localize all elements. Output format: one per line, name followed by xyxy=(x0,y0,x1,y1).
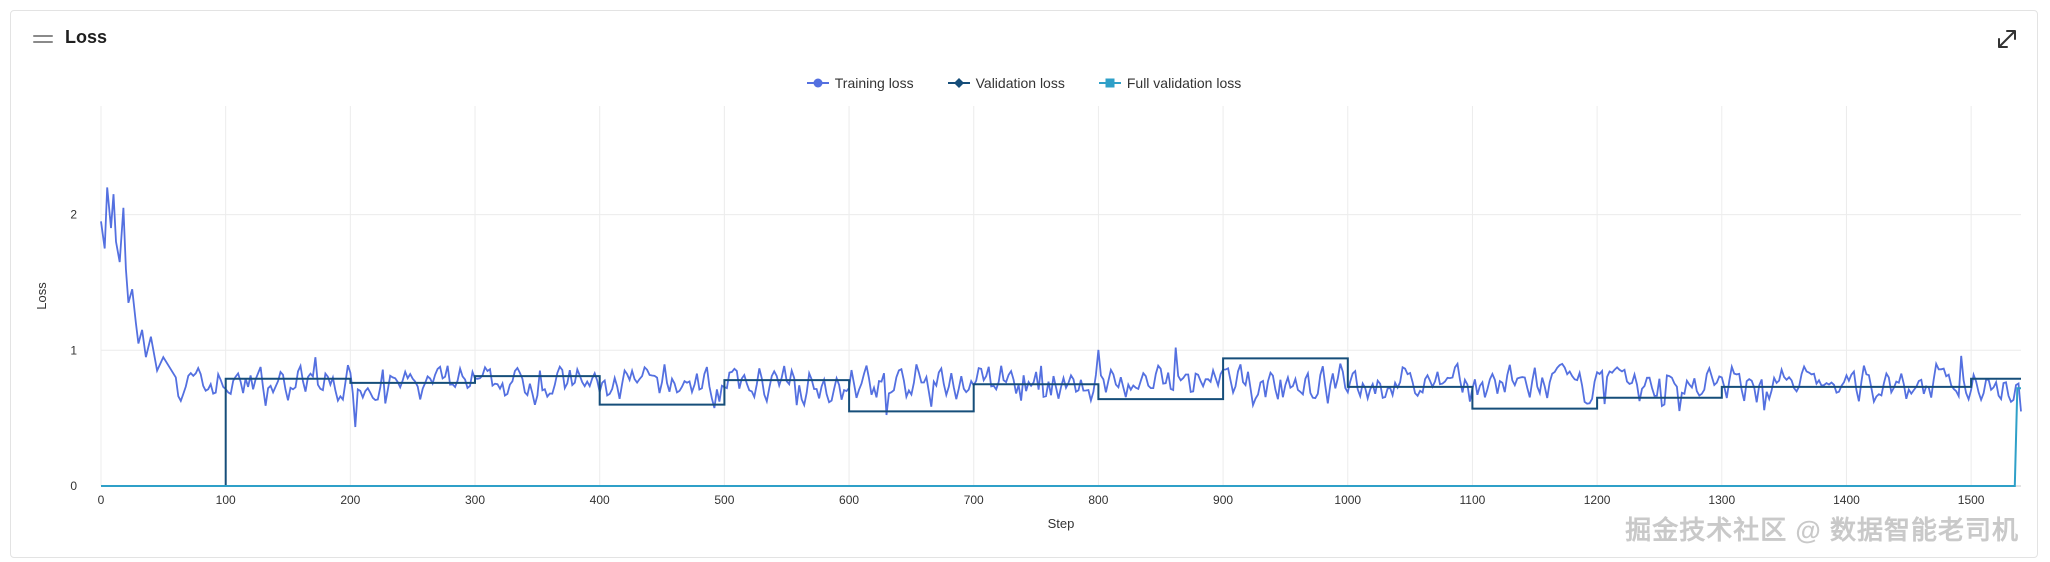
x-tick-label: 500 xyxy=(714,493,734,507)
expand-icon[interactable] xyxy=(1995,27,2019,51)
x-tick-label: 1500 xyxy=(1958,493,1985,507)
x-tick-label: 600 xyxy=(839,493,859,507)
x-tick-label: 1000 xyxy=(1334,493,1361,507)
x-tick-label: 1300 xyxy=(1708,493,1735,507)
y-axis-label: Loss xyxy=(34,282,49,310)
x-tick-label: 900 xyxy=(1213,493,1233,507)
loss-line-chart: 0 100 200 300 400 500 600 700 800 900 1000 1100 1200… xyxy=(34,106,2022,531)
y-tick-label: 1 xyxy=(70,343,77,357)
circle-marker-icon xyxy=(806,78,829,88)
chart-title: Loss xyxy=(65,27,108,47)
x-tick-label: 800 xyxy=(1088,493,1108,507)
x-tick-label: 1100 xyxy=(1460,493,1486,507)
card-header: Loss xyxy=(11,11,2037,63)
diamond-marker-icon xyxy=(947,78,970,88)
square-marker-icon xyxy=(1098,78,1121,88)
legend-item-full-validation-loss[interactable]: Full validation loss xyxy=(1098,75,1242,91)
y-tick-label: 2 xyxy=(70,208,77,222)
drag-handle-icon[interactable] xyxy=(33,35,53,45)
x-tick-label: 700 xyxy=(964,493,984,507)
legend-label: Training loss xyxy=(834,75,914,91)
legend-item-training-loss[interactable]: Training loss xyxy=(806,75,914,91)
legend-item-validation-loss[interactable]: Validation loss xyxy=(947,75,1065,91)
loss-chart-card: Loss Training loss Validation loss Fu xyxy=(10,10,2038,558)
legend-label: Full validation loss xyxy=(1126,75,1242,91)
x-tick-label: 0 xyxy=(98,493,105,507)
x-tick-label: 300 xyxy=(465,493,485,507)
x-tick-label: 1400 xyxy=(1833,493,1860,507)
x-tick-label: 400 xyxy=(590,493,610,507)
x-tick-label: 200 xyxy=(340,493,360,507)
x-tick-label: 100 xyxy=(216,493,236,507)
validation-loss-line xyxy=(224,357,2021,486)
legend-label: Validation loss xyxy=(975,75,1065,91)
training-loss-line xyxy=(100,187,2022,428)
full-validation-loss-line xyxy=(101,387,2021,487)
y-tick-label: 0 xyxy=(70,479,77,493)
x-tick-label: 1200 xyxy=(1584,493,1611,507)
x-axis-label: Step xyxy=(1048,516,1075,531)
chart-legend: Training loss Validation loss Full valid… xyxy=(11,75,2037,91)
watermark: 掘金技术社区 @ 数据智能老司机 xyxy=(1625,515,2019,545)
